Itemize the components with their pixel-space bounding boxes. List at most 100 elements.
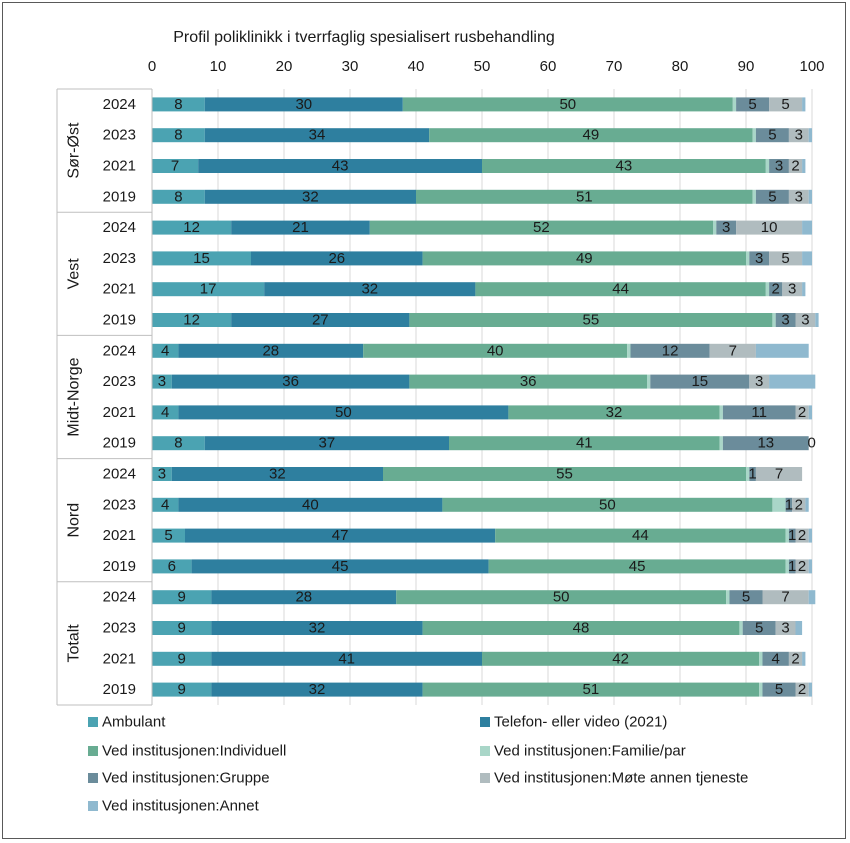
year-label: 2021 xyxy=(103,650,136,667)
bar-segment xyxy=(422,621,740,635)
bar-segment xyxy=(152,251,251,266)
data-label: 17 xyxy=(200,281,217,298)
data-label: 50 xyxy=(553,589,570,606)
x-tick-label: 20 xyxy=(276,58,293,75)
data-label: 5 xyxy=(775,681,783,698)
data-label: 47 xyxy=(332,527,349,544)
data-label: 7 xyxy=(781,589,789,606)
year-label: 2024 xyxy=(103,342,136,359)
data-label: 3 xyxy=(781,620,789,637)
legend-swatch xyxy=(480,773,490,783)
bar-segment xyxy=(792,497,806,512)
bar-segment xyxy=(759,651,763,666)
bar-segment xyxy=(251,251,423,266)
data-label: 5 xyxy=(748,96,756,113)
bar-segment xyxy=(396,590,727,605)
year-label: 2019 xyxy=(103,558,136,575)
group-label: Sør-Øst xyxy=(66,122,83,179)
x-tick-label: 100 xyxy=(799,58,824,75)
x-tick-label: 30 xyxy=(342,58,359,75)
bar-segment xyxy=(808,128,812,143)
data-label: 45 xyxy=(332,558,349,575)
data-label: 41 xyxy=(338,650,355,667)
bar-segment xyxy=(369,220,713,235)
bar-segment xyxy=(736,97,770,112)
bar-segment xyxy=(732,97,737,112)
legend-label: Ved institusjonen:Gruppe xyxy=(102,770,270,787)
bar-segment xyxy=(152,651,212,666)
data-label: 49 xyxy=(576,250,593,267)
bar-segment xyxy=(808,559,812,574)
bar-segment xyxy=(488,559,786,574)
bar-segment xyxy=(755,343,809,358)
bar-segment xyxy=(815,313,819,327)
year-label: 2023 xyxy=(103,373,136,390)
bar-segment xyxy=(769,374,816,389)
bar-segment xyxy=(722,405,796,420)
data-label: 8 xyxy=(174,188,182,205)
group-label: Totalt xyxy=(66,624,83,663)
year-label: 2019 xyxy=(103,312,136,329)
year-label: 2021 xyxy=(103,527,136,544)
data-label: 3 xyxy=(722,219,730,236)
legend-label: Ved institusjonen:Individuell xyxy=(102,743,286,760)
data-label: 3 xyxy=(795,188,803,205)
data-label: 2 xyxy=(772,281,780,298)
x-tick-label: 70 xyxy=(606,58,623,75)
chart-title: Profil poliklinikk i tverrfaglig spesial… xyxy=(173,29,555,46)
year-label: 2023 xyxy=(103,250,136,267)
bar-segment xyxy=(802,220,812,235)
bar-segment xyxy=(769,159,789,173)
bar-segment xyxy=(650,374,750,389)
data-label: 36 xyxy=(282,373,299,390)
year-label: 2019 xyxy=(103,188,136,205)
data-label: 9 xyxy=(178,620,186,637)
bar-segment xyxy=(409,374,647,389)
data-label: 7 xyxy=(171,158,179,175)
legend-swatch xyxy=(88,746,98,756)
bar-segment xyxy=(422,682,760,697)
bar-segment xyxy=(788,159,803,173)
bar-segment xyxy=(152,559,192,574)
data-label: 45 xyxy=(629,558,646,575)
data-label: 1 xyxy=(788,527,796,544)
bar-segment xyxy=(402,97,733,112)
bar-segment xyxy=(191,559,489,574)
data-label: 9 xyxy=(178,650,186,667)
data-label: 50 xyxy=(559,96,576,113)
bar-segment xyxy=(762,682,796,697)
bar-segment xyxy=(755,467,803,481)
bar-segment xyxy=(785,559,789,574)
year-label: 2024 xyxy=(103,219,136,236)
bar-segment xyxy=(482,159,766,173)
bar-segment xyxy=(788,651,803,666)
bar-segment xyxy=(152,467,172,481)
bar-segment xyxy=(802,251,812,266)
data-label: 43 xyxy=(616,158,633,175)
bar-segment xyxy=(171,467,383,481)
legend-swatch xyxy=(480,746,490,756)
data-label: 2 xyxy=(798,558,806,575)
bar-segment xyxy=(765,159,770,173)
data-label: 4 xyxy=(161,342,169,359)
bar-segment xyxy=(749,251,770,266)
x-tick-label: 90 xyxy=(738,58,755,75)
bar-segment xyxy=(152,405,179,420)
group-label: Midt-Norge xyxy=(66,357,83,436)
bar-segment xyxy=(788,528,796,543)
data-label: 5 xyxy=(768,188,776,205)
data-label: 12 xyxy=(183,219,200,236)
bar-segment xyxy=(152,374,172,389)
data-label: 40 xyxy=(302,496,319,513)
data-label: 48 xyxy=(573,620,590,637)
bar-segment xyxy=(449,436,720,451)
data-label: 50 xyxy=(599,496,616,513)
data-label: 36 xyxy=(520,373,537,390)
bar-segment xyxy=(152,159,199,173)
bar-segment xyxy=(795,559,809,574)
bar-segment xyxy=(178,405,509,420)
data-label: 3 xyxy=(158,373,166,390)
bar-segment xyxy=(442,497,773,512)
